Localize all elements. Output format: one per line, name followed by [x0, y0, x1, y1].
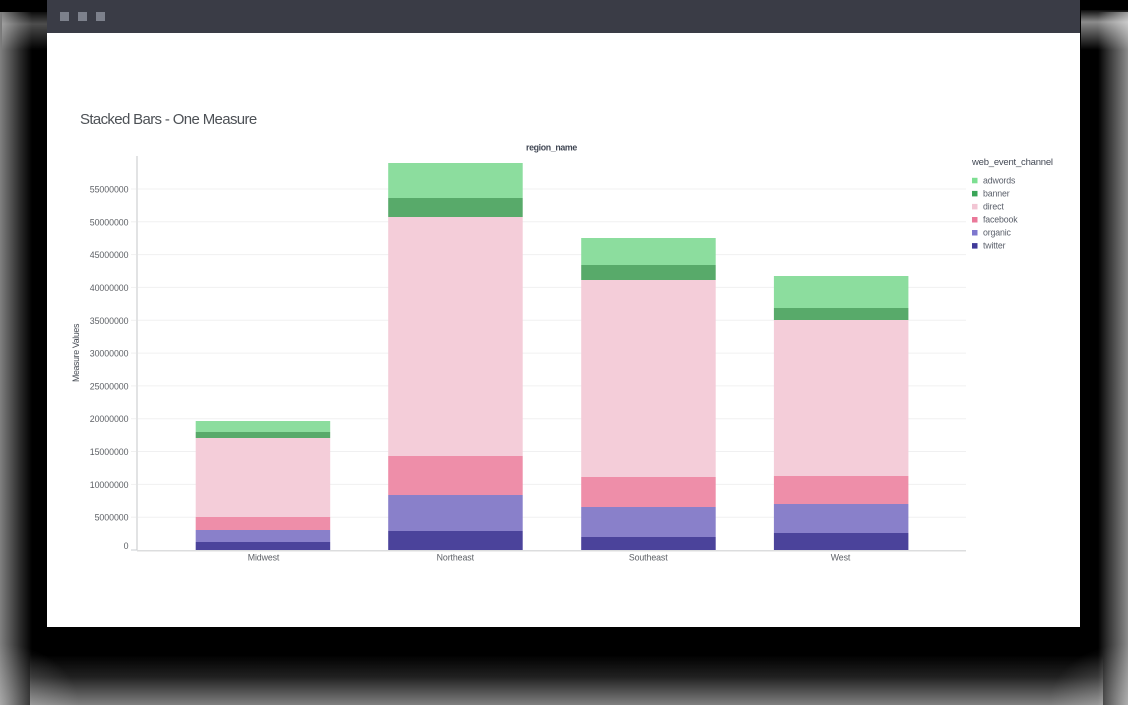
- svg-text:25000000: 25000000: [90, 381, 129, 391]
- svg-text:banner: banner: [983, 188, 1010, 198]
- svg-text:Midwest: Midwest: [248, 552, 280, 562]
- svg-text:5000000: 5000000: [95, 513, 129, 523]
- svg-text:45000000: 45000000: [90, 250, 129, 260]
- svg-text:35000000: 35000000: [90, 316, 129, 326]
- svg-text:West: West: [831, 552, 851, 562]
- svg-text:web_event_channel: web_event_channel: [971, 157, 1053, 168]
- svg-text:30000000: 30000000: [90, 349, 129, 359]
- svg-text:Measure Values: Measure Values: [71, 323, 81, 382]
- svg-text:15000000: 15000000: [90, 447, 129, 457]
- svg-text:twitter: twitter: [983, 241, 1006, 251]
- svg-text:20000000: 20000000: [90, 414, 129, 424]
- svg-text:40000000: 40000000: [90, 283, 129, 293]
- svg-text:organic: organic: [983, 228, 1012, 238]
- svg-text:adwords: adwords: [983, 175, 1016, 185]
- svg-text:direct: direct: [983, 201, 1004, 211]
- svg-text:facebook: facebook: [983, 215, 1018, 225]
- svg-text:10000000: 10000000: [90, 480, 129, 490]
- svg-text:Northeast: Northeast: [437, 552, 475, 562]
- svg-text:55000000: 55000000: [90, 185, 129, 195]
- svg-text:Southeast: Southeast: [629, 552, 668, 562]
- svg-text:0: 0: [124, 541, 129, 551]
- svg-text:region_name: region_name: [526, 143, 577, 153]
- svg-text:50000000: 50000000: [90, 217, 129, 227]
